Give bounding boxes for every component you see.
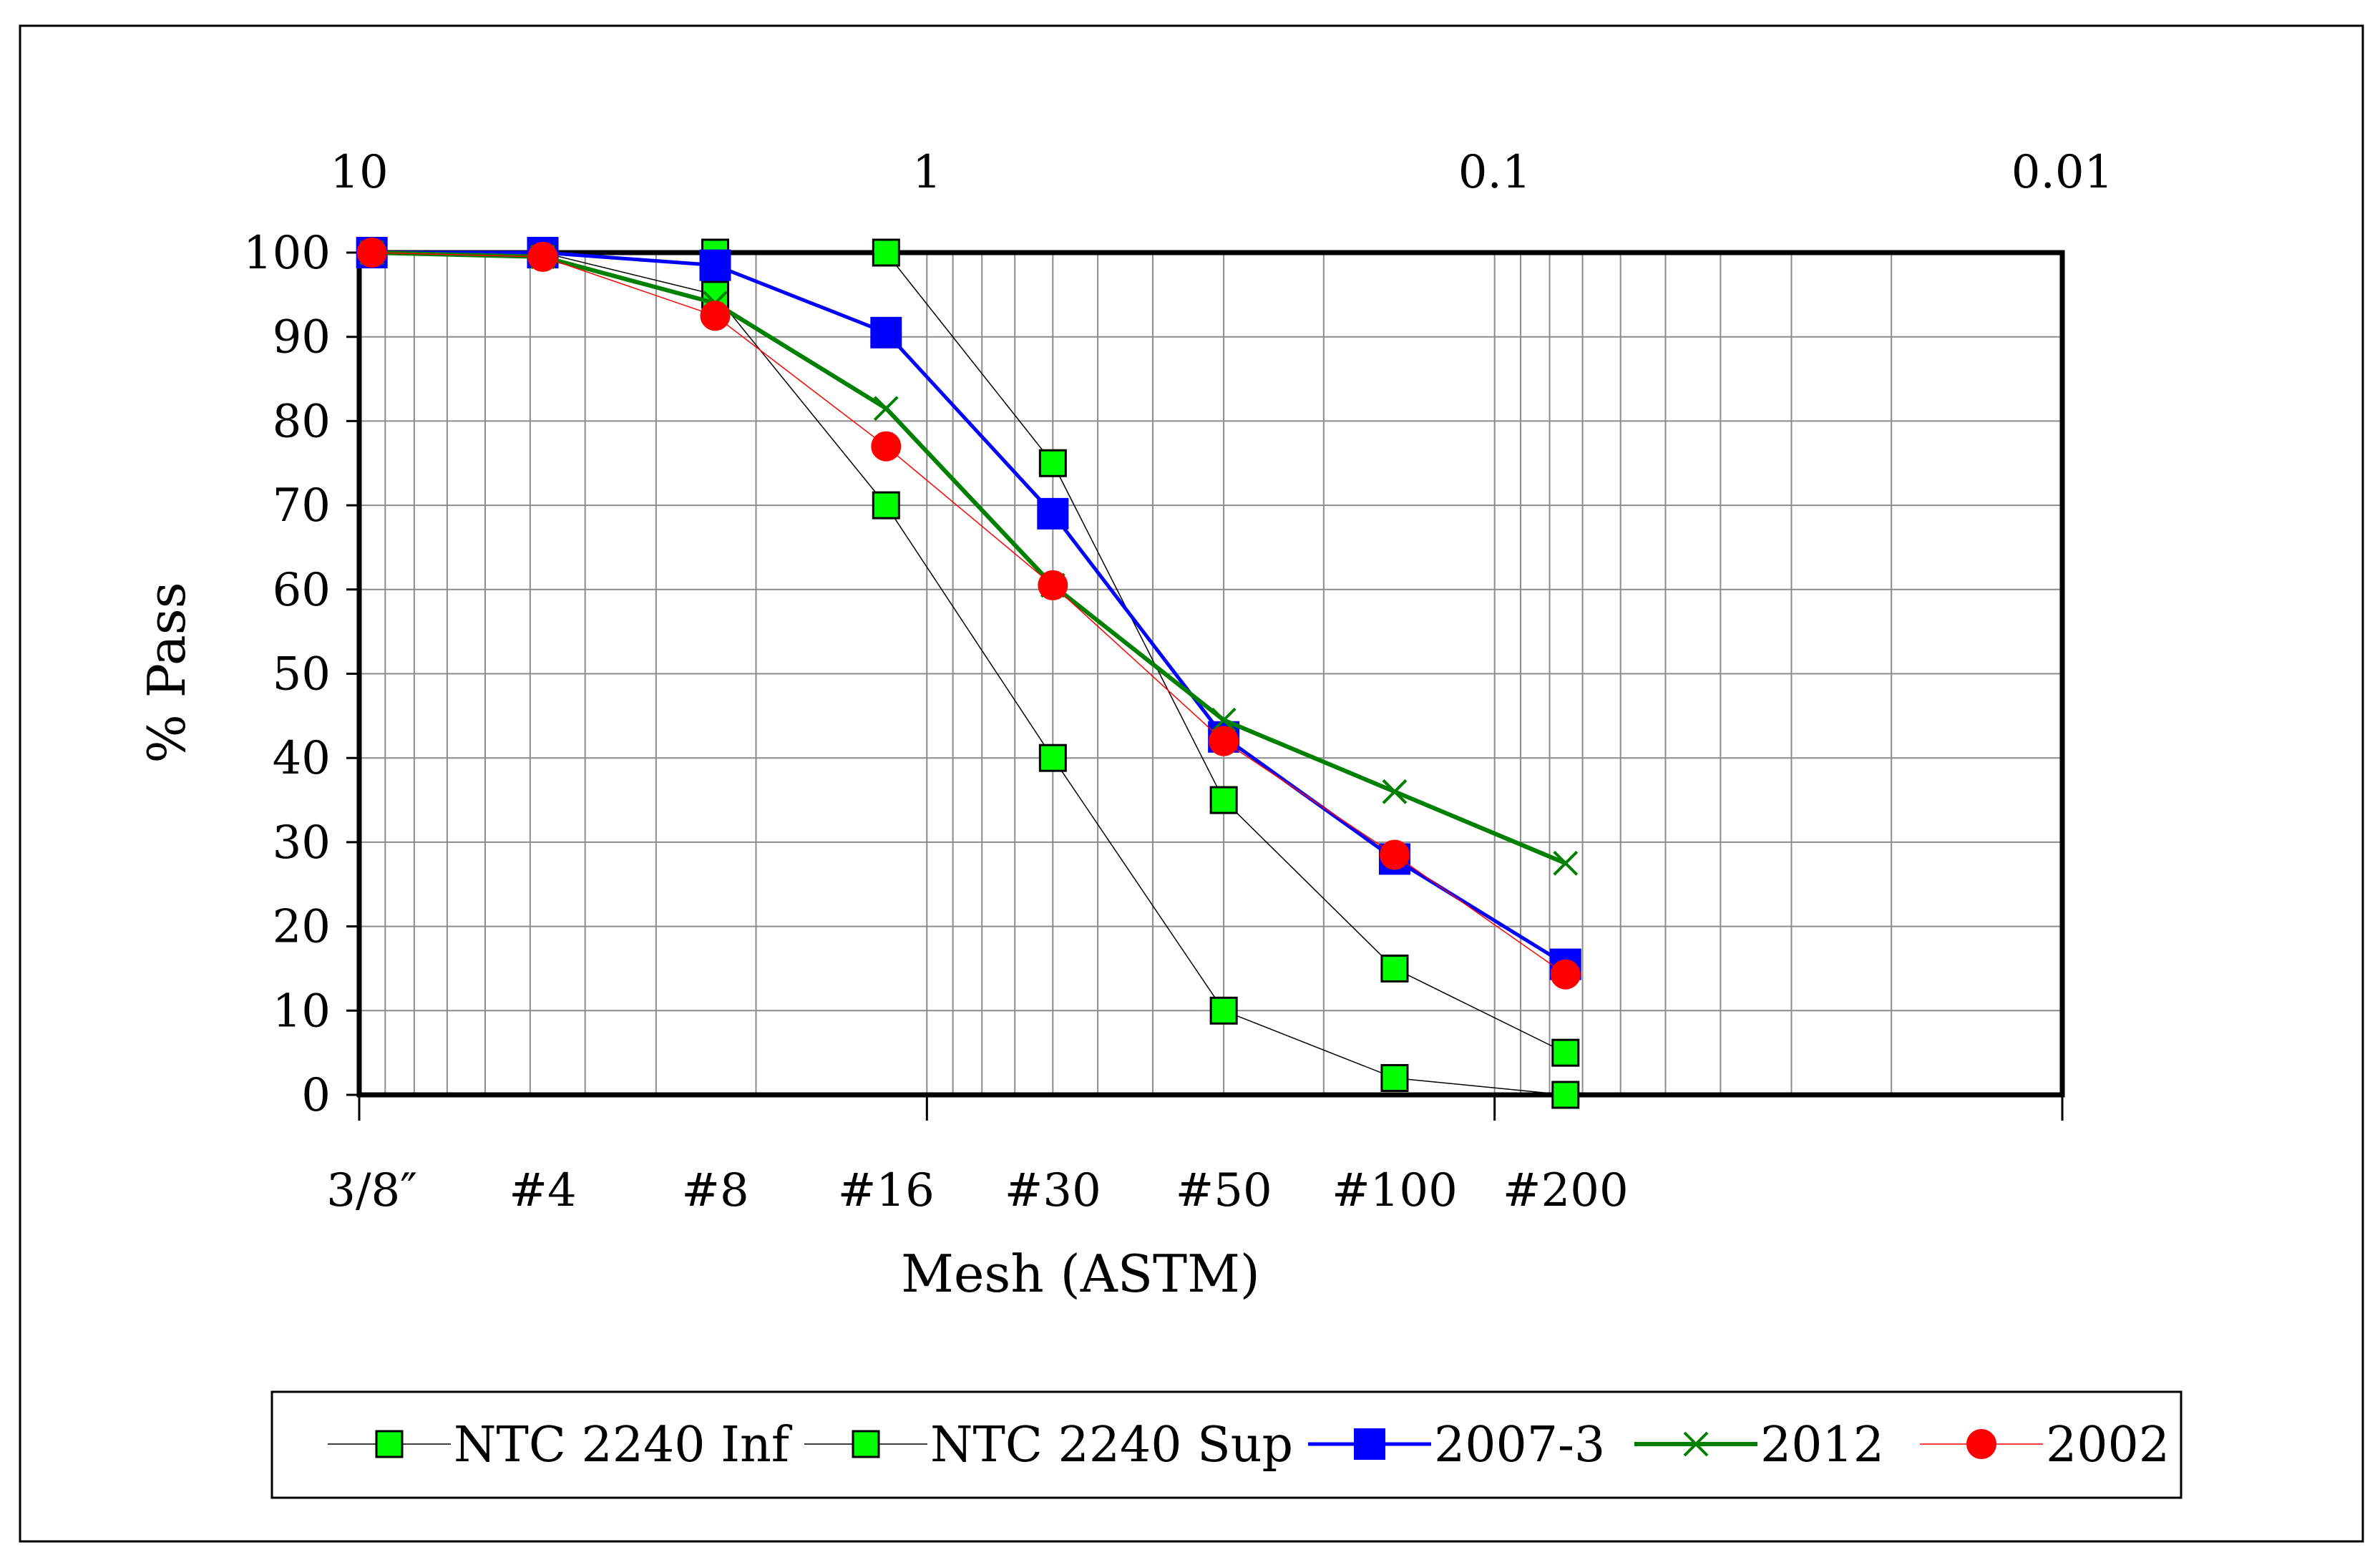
- top-tick-label: 10: [330, 146, 388, 199]
- data-point: [870, 316, 902, 348]
- data-point: [1354, 1428, 1385, 1460]
- series-line: [371, 252, 1566, 1096]
- mesh-label: #8: [681, 1164, 748, 1217]
- data-point: [699, 249, 731, 281]
- series-2002: [356, 238, 1581, 990]
- data-point: [1038, 744, 1067, 772]
- data-point: [872, 238, 900, 267]
- data-point: [871, 431, 902, 462]
- mesh-label: #30: [1005, 1164, 1101, 1217]
- data-point: [700, 301, 731, 331]
- y-tick-label: 10: [273, 985, 331, 1038]
- data-point: [1382, 779, 1408, 804]
- mesh-label: #200: [1503, 1164, 1629, 1217]
- y-tick-label: 100: [243, 227, 331, 280]
- data-point: [1038, 449, 1067, 477]
- legend-label: 2012: [1760, 1417, 1884, 1473]
- legend-label: NTC 2240 Sup: [930, 1417, 1293, 1473]
- y-tick-label: 40: [273, 732, 331, 785]
- axes: 0 10 20 30 40 50 60 70 80 90 100 10 1 0.1 0.01 3/8″ #4 #8…: [243, 146, 2113, 1217]
- data-point: [1211, 707, 1237, 733]
- data-point: [1551, 1081, 1580, 1109]
- data-point: [1683, 1431, 1709, 1457]
- mesh-label: 3/8″: [326, 1164, 417, 1217]
- mesh-label: #4: [509, 1164, 576, 1217]
- data-point: [527, 241, 558, 272]
- legend-label: 2002: [2046, 1417, 2170, 1473]
- y-tick-label: 60: [273, 564, 331, 617]
- series: [356, 237, 1581, 1109]
- legend-label: 2007-3: [1434, 1417, 1605, 1473]
- legend-item: NTC 2240 Inf: [328, 1417, 793, 1473]
- series-line: [371, 250, 1567, 966]
- y-tick-label: 90: [273, 311, 331, 364]
- data-point: [356, 238, 387, 268]
- data-point: [1966, 1429, 1996, 1459]
- y-tick-label: 70: [273, 479, 331, 532]
- data-point: [872, 491, 900, 520]
- mesh-label: #50: [1176, 1164, 1272, 1217]
- data-point: [1553, 850, 1579, 876]
- top-tick-label: 0.1: [1458, 146, 1531, 199]
- data-point: [852, 1430, 880, 1458]
- top-tick-label: 0.01: [2011, 146, 2114, 199]
- legend-item: 2012: [1634, 1417, 1884, 1473]
- data-point: [1209, 786, 1238, 814]
- data-point: [375, 1430, 404, 1458]
- x-axis-title: Mesh (ASTM): [901, 1244, 1260, 1304]
- series-line: [371, 250, 1566, 866]
- data-point: [1209, 726, 1239, 756]
- series-line: [715, 252, 1566, 1053]
- y-axis-title: % Pass: [137, 582, 197, 763]
- data-point: [1550, 959, 1581, 990]
- grid: [359, 253, 2062, 1095]
- y-tick-label: 0: [301, 1069, 331, 1122]
- top-tick-label: 1: [912, 146, 942, 199]
- y-tick-label: 30: [273, 816, 331, 869]
- legend: NTC 2240 Inf NTC 2240 Sup 2007-3 2012 2002: [270, 1390, 2183, 1499]
- legend-item: 2002: [1920, 1417, 2170, 1473]
- y-tick-label: 80: [273, 395, 331, 448]
- data-point: [873, 396, 899, 421]
- data-point: [1038, 570, 1068, 600]
- legend-label: NTC 2240 Inf: [454, 1417, 793, 1473]
- mesh-label: #16: [838, 1164, 935, 1217]
- data-point: [1380, 1063, 1409, 1092]
- mesh-label: #100: [1332, 1164, 1458, 1217]
- legend-box: [270, 1390, 2183, 1499]
- data-point: [1209, 996, 1238, 1025]
- data-point: [1379, 839, 1410, 870]
- data-point: [1037, 497, 1069, 530]
- legend-item: NTC 2240 Sup: [804, 1417, 1293, 1473]
- data-point: [1380, 954, 1409, 983]
- data-point: [1551, 1038, 1580, 1067]
- y-tick-label: 50: [273, 648, 331, 701]
- series-line: [371, 252, 1566, 975]
- legend-item: 2007-3: [1308, 1417, 1605, 1473]
- y-tick-label: 20: [273, 901, 331, 954]
- outer-border: [19, 24, 2364, 1543]
